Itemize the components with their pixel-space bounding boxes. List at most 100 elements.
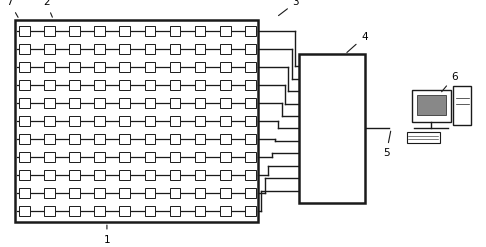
- Bar: [195, 170, 206, 180]
- Bar: [44, 80, 55, 90]
- Bar: [44, 134, 55, 144]
- Bar: [412, 90, 451, 122]
- Bar: [44, 206, 55, 216]
- Bar: [220, 134, 230, 144]
- Bar: [220, 62, 230, 72]
- Bar: [69, 116, 80, 126]
- Bar: [44, 170, 55, 180]
- Bar: [195, 134, 206, 144]
- Bar: [19, 188, 30, 198]
- Bar: [417, 95, 446, 115]
- Bar: [94, 116, 105, 126]
- Text: 2: 2: [43, 0, 52, 17]
- Bar: [69, 206, 80, 216]
- Bar: [19, 134, 30, 144]
- Bar: [170, 62, 180, 72]
- Bar: [94, 188, 105, 198]
- Text: 7: 7: [6, 0, 18, 17]
- Bar: [19, 98, 30, 108]
- Bar: [170, 44, 180, 54]
- Text: 3: 3: [278, 0, 299, 16]
- Bar: [195, 26, 206, 36]
- Bar: [69, 80, 80, 90]
- Bar: [120, 80, 130, 90]
- Bar: [120, 134, 130, 144]
- Bar: [19, 26, 30, 36]
- Bar: [94, 26, 105, 36]
- Bar: [120, 188, 130, 198]
- Bar: [195, 116, 206, 126]
- Bar: [170, 26, 180, 36]
- Bar: [144, 98, 155, 108]
- Bar: [69, 62, 80, 72]
- Bar: [144, 26, 155, 36]
- Bar: [144, 80, 155, 90]
- Bar: [69, 44, 80, 54]
- Bar: [44, 188, 55, 198]
- Bar: [144, 170, 155, 180]
- Bar: [69, 98, 80, 108]
- Bar: [245, 26, 256, 36]
- Bar: [120, 152, 130, 162]
- Bar: [44, 116, 55, 126]
- Bar: [144, 62, 155, 72]
- Bar: [69, 170, 80, 180]
- Text: 4: 4: [347, 32, 367, 53]
- Bar: [120, 170, 130, 180]
- Bar: [44, 26, 55, 36]
- Bar: [170, 116, 180, 126]
- Bar: [144, 206, 155, 216]
- Bar: [94, 80, 105, 90]
- Bar: [94, 152, 105, 162]
- Bar: [144, 152, 155, 162]
- Bar: [245, 152, 256, 162]
- Bar: [94, 206, 105, 216]
- Bar: [170, 206, 180, 216]
- Bar: [170, 152, 180, 162]
- Bar: [120, 62, 130, 72]
- Bar: [170, 80, 180, 90]
- Bar: [44, 62, 55, 72]
- Bar: [220, 188, 230, 198]
- Bar: [195, 80, 206, 90]
- Bar: [170, 188, 180, 198]
- Bar: [120, 116, 130, 126]
- Bar: [94, 44, 105, 54]
- Bar: [195, 62, 206, 72]
- Bar: [220, 98, 230, 108]
- Bar: [19, 44, 30, 54]
- Bar: [94, 98, 105, 108]
- Bar: [69, 26, 80, 36]
- Bar: [19, 206, 30, 216]
- Bar: [94, 134, 105, 144]
- Bar: [245, 170, 256, 180]
- Bar: [44, 98, 55, 108]
- Bar: [69, 134, 80, 144]
- Bar: [170, 98, 180, 108]
- Bar: [220, 170, 230, 180]
- Bar: [453, 86, 471, 125]
- Bar: [44, 152, 55, 162]
- Bar: [245, 80, 256, 90]
- Bar: [19, 116, 30, 126]
- Bar: [245, 134, 256, 144]
- Bar: [144, 134, 155, 144]
- Bar: [220, 44, 230, 54]
- Bar: [144, 116, 155, 126]
- Bar: [120, 98, 130, 108]
- Bar: [69, 188, 80, 198]
- Bar: [220, 152, 230, 162]
- Bar: [144, 188, 155, 198]
- Bar: [299, 54, 364, 203]
- Bar: [220, 80, 230, 90]
- Bar: [120, 26, 130, 36]
- Bar: [195, 98, 206, 108]
- Bar: [144, 44, 155, 54]
- Bar: [19, 62, 30, 72]
- Bar: [245, 188, 256, 198]
- Bar: [120, 206, 130, 216]
- Text: 6: 6: [442, 72, 458, 92]
- Bar: [170, 170, 180, 180]
- Bar: [19, 152, 30, 162]
- Bar: [195, 206, 206, 216]
